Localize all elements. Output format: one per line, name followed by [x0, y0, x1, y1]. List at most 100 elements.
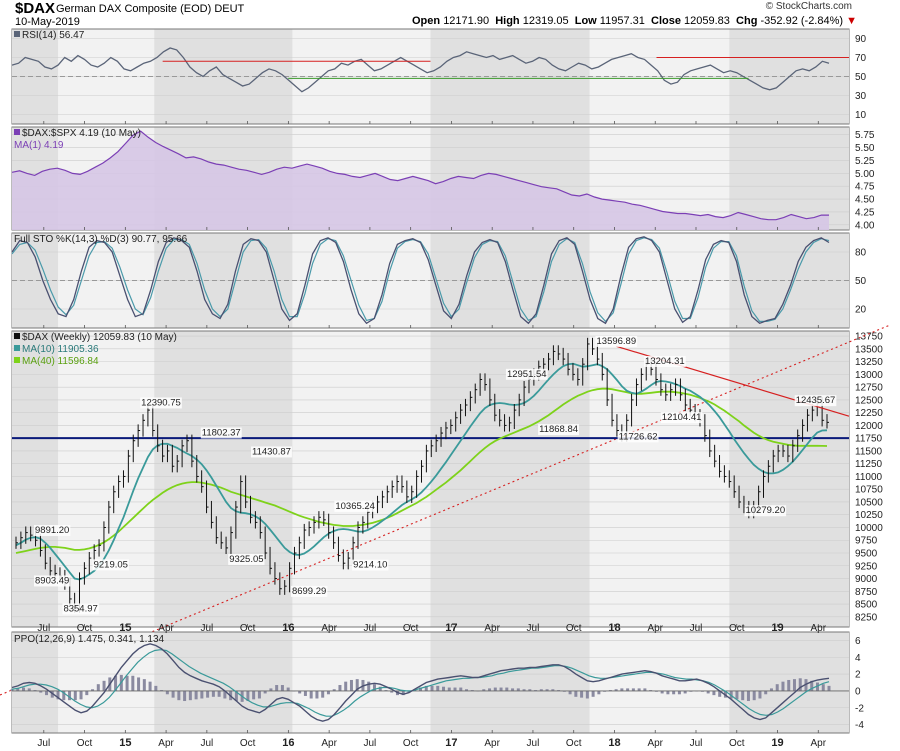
ratio-line: [11, 130, 829, 221]
ppo-histogram-bar: [672, 690, 676, 695]
x-axis-label: Oct: [729, 738, 745, 749]
x-axis-label: Oct: [403, 738, 419, 749]
price-tick-label: 9000: [855, 574, 878, 585]
x-axis-label: 19: [771, 737, 783, 749]
ppo-histogram-bar: [424, 685, 428, 691]
price-annotation: 13596.89: [597, 336, 637, 347]
ppo-histogram-bar: [689, 690, 693, 692]
ppo-histogram-bar: [252, 690, 256, 700]
price-tick-label: 12500: [855, 395, 883, 406]
x-axis-label: Apr: [158, 738, 174, 749]
price-annotation: 9219.05: [94, 559, 128, 570]
ohlc-readout: Open 12171.90 High 12319.05 Low 11957.31…: [412, 15, 857, 27]
ppo-histogram-bar: [683, 690, 687, 694]
ppo-tick-label: 4: [855, 653, 861, 664]
price-annotation: 9891.20: [35, 525, 69, 536]
price-tick-label: 12250: [855, 408, 883, 419]
ratio-title: $DAX:$SPX 4.19 (10 May): [22, 128, 141, 139]
price-tick-label: 13250: [855, 357, 883, 368]
rsi-tick-label: 90: [855, 34, 867, 45]
ppo-histogram-bar: [752, 690, 756, 701]
ppo-histogram-bar: [16, 688, 20, 691]
ppo-histogram-bar: [142, 679, 146, 691]
price-tick-label: 9250: [855, 561, 878, 572]
ppo-histogram-bar: [206, 690, 210, 698]
price-annotation-bg: [595, 335, 638, 347]
price-annotation: 11430.87: [252, 446, 291, 457]
rsi-line: [11, 47, 830, 93]
ppo-histogram-bar: [321, 690, 325, 698]
sto-d-line: [11, 237, 830, 323]
ppo-histogram-bar: [700, 690, 704, 692]
x-axis-label-price: Jul: [364, 623, 377, 634]
ppo-histogram-bar: [125, 675, 129, 691]
rsi-legend-swatch: [14, 31, 20, 37]
ratio-tick-label: 5.25: [855, 156, 875, 167]
price-tick-label: 9500: [855, 549, 878, 560]
price-annotation: 12104.41: [662, 412, 702, 423]
ratio-ma-label: MA(1) 4.19: [14, 140, 64, 151]
price-tick-label: 8500: [855, 600, 878, 611]
ppo-histogram-bar: [534, 690, 538, 691]
price-annotation-bg: [228, 553, 265, 565]
ppo-year-band: [154, 632, 293, 733]
price-title: $DAX (Weekly) 12059.83 (10 May): [22, 332, 177, 343]
ratio-legend-swatch: [14, 129, 20, 135]
chart-header: $DAX German DAX Composite (EOD) DEUT 10-…: [0, 0, 900, 28]
price-annotation-bg: [34, 575, 71, 587]
ppo-histogram-bar: [591, 690, 595, 697]
ppo-histogram-bar: [603, 690, 607, 692]
ppo-histogram-bar: [332, 689, 336, 691]
ppo-histogram-bar: [303, 690, 307, 696]
x-axis-label-price: Apr: [321, 623, 337, 634]
price-tick-label: 10500: [855, 497, 883, 508]
ppo-histogram-bar: [775, 684, 779, 691]
description-text: German DAX Composite (EOD): [56, 3, 212, 15]
price-annotation: 13204.31: [645, 356, 685, 367]
ppo-histogram-bar: [706, 690, 710, 694]
ppo-histogram-bar: [557, 690, 561, 691]
ppo-histogram-bar: [257, 690, 261, 699]
x-axis-label-price: 17: [445, 622, 457, 634]
ppo-histogram-bar: [177, 690, 181, 701]
price-annotation-bg: [290, 585, 328, 597]
x-axis-label-price: 15: [119, 622, 131, 634]
x-axis-label: 15: [119, 737, 131, 749]
symbol-description: German DAX Composite (EOD) DEUT: [56, 3, 244, 15]
sto-tick-label: 20: [855, 305, 867, 316]
ma40-legend-swatch: [14, 357, 20, 363]
price-year-band: [430, 331, 590, 627]
price-annotation: 8903.49: [35, 575, 69, 586]
ratio-tick-label: 4.00: [855, 220, 875, 231]
ppo-histogram-bar: [407, 690, 411, 693]
ppo-histogram-bar: [79, 690, 83, 700]
ppo-histogram-bar: [275, 685, 279, 691]
ppo-histogram-bar: [631, 688, 635, 691]
ppo-histogram-bar: [171, 690, 175, 698]
ppo-histogram-bar: [200, 690, 204, 699]
x-axis-label: Apr: [484, 738, 500, 749]
price-annotation: 11802.37: [202, 428, 241, 439]
ppo-histogram-bar: [804, 679, 808, 691]
rsi-tick-label: 70: [855, 53, 867, 64]
price-annotation: 10279.20: [745, 505, 785, 516]
x-axis-label-price: Jul: [527, 623, 540, 634]
x-axis-label: Oct: [77, 738, 93, 749]
high-value: 12319.05: [522, 15, 569, 27]
price-annotation: 12951.54: [507, 369, 547, 380]
price-year-band: [729, 331, 849, 627]
x-axis-label-price: Apr: [158, 623, 174, 634]
sto-tick-label: 50: [855, 276, 867, 287]
ppo-histogram-bar: [758, 690, 762, 699]
x-axis-label: 16: [282, 737, 294, 749]
x-axis-label: Oct: [566, 738, 582, 749]
price-tick-label: 8750: [855, 587, 878, 598]
x-axis-label: Apr: [647, 738, 663, 749]
ratio-tick-label: 5.50: [855, 143, 875, 154]
ppo-histogram-bar: [539, 689, 543, 691]
ppo-histogram-bar: [401, 690, 405, 696]
x-axis-label-price: Oct: [77, 623, 93, 634]
ppo-histogram-bar: [545, 689, 549, 691]
ratio-area: [12, 131, 829, 230]
ppo-histogram-bar: [27, 688, 31, 691]
